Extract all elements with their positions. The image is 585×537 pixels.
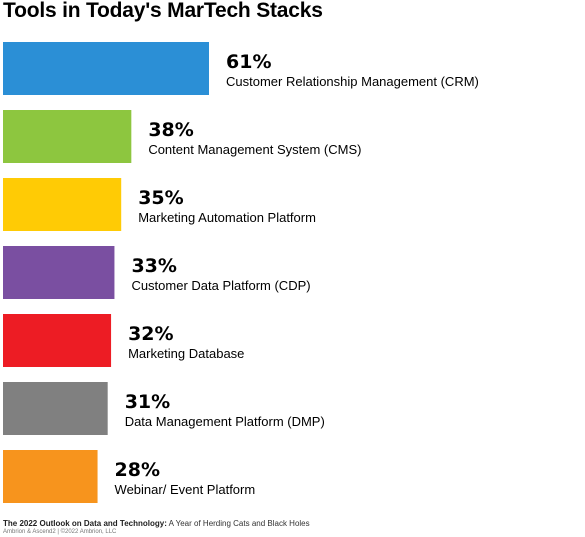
footer-credit: Ambrion & Ascend2 | ©2022 Ambrion, LLC bbox=[3, 529, 117, 535]
bar-category-label: Data Management Platform (DMP) bbox=[125, 414, 325, 429]
bar-6 bbox=[3, 382, 108, 435]
bar-category-label: Marketing Automation Platform bbox=[138, 210, 316, 225]
bar-category-label: Content Management System (CMS) bbox=[148, 142, 361, 157]
bar-1 bbox=[3, 42, 209, 95]
footer-source: The 2022 Outlook on Data and Technology:… bbox=[3, 519, 310, 528]
bar-category-label: Webinar/ Event Platform bbox=[115, 482, 256, 497]
bar-value-label: 33% bbox=[131, 255, 176, 277]
bar-value-label: 28% bbox=[115, 459, 160, 481]
bar-category-label: Customer Data Platform (CDP) bbox=[131, 278, 310, 293]
bar-value-label: 38% bbox=[148, 119, 193, 141]
bar-value-label: 32% bbox=[128, 323, 173, 345]
bar-4 bbox=[3, 246, 115, 299]
chart-title: Tools in Today's MarTech Stacks bbox=[3, 0, 323, 22]
bar-5 bbox=[3, 314, 112, 367]
bar-chart: 61%Customer Relationship Management (CRM… bbox=[3, 42, 479, 503]
bar-7 bbox=[3, 450, 98, 503]
bar-category-label: Customer Relationship Management (CRM) bbox=[226, 74, 479, 89]
bar-category-label: Marketing Database bbox=[128, 346, 244, 361]
bar-value-label: 61% bbox=[226, 51, 271, 73]
footer-source-subtitle: A Year of Herding Cats and Black Holes bbox=[166, 519, 310, 528]
bar-value-label: 31% bbox=[125, 391, 170, 413]
bar-3 bbox=[3, 178, 122, 231]
bar-value-label: 35% bbox=[138, 187, 183, 209]
bar-2 bbox=[3, 110, 132, 163]
footer-source-title: The 2022 Outlook on Data and Technology: bbox=[3, 519, 167, 528]
